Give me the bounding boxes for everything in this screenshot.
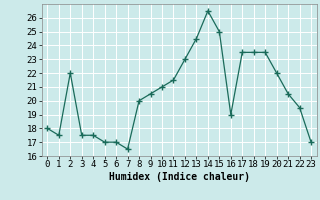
X-axis label: Humidex (Indice chaleur): Humidex (Indice chaleur) [109,172,250,182]
